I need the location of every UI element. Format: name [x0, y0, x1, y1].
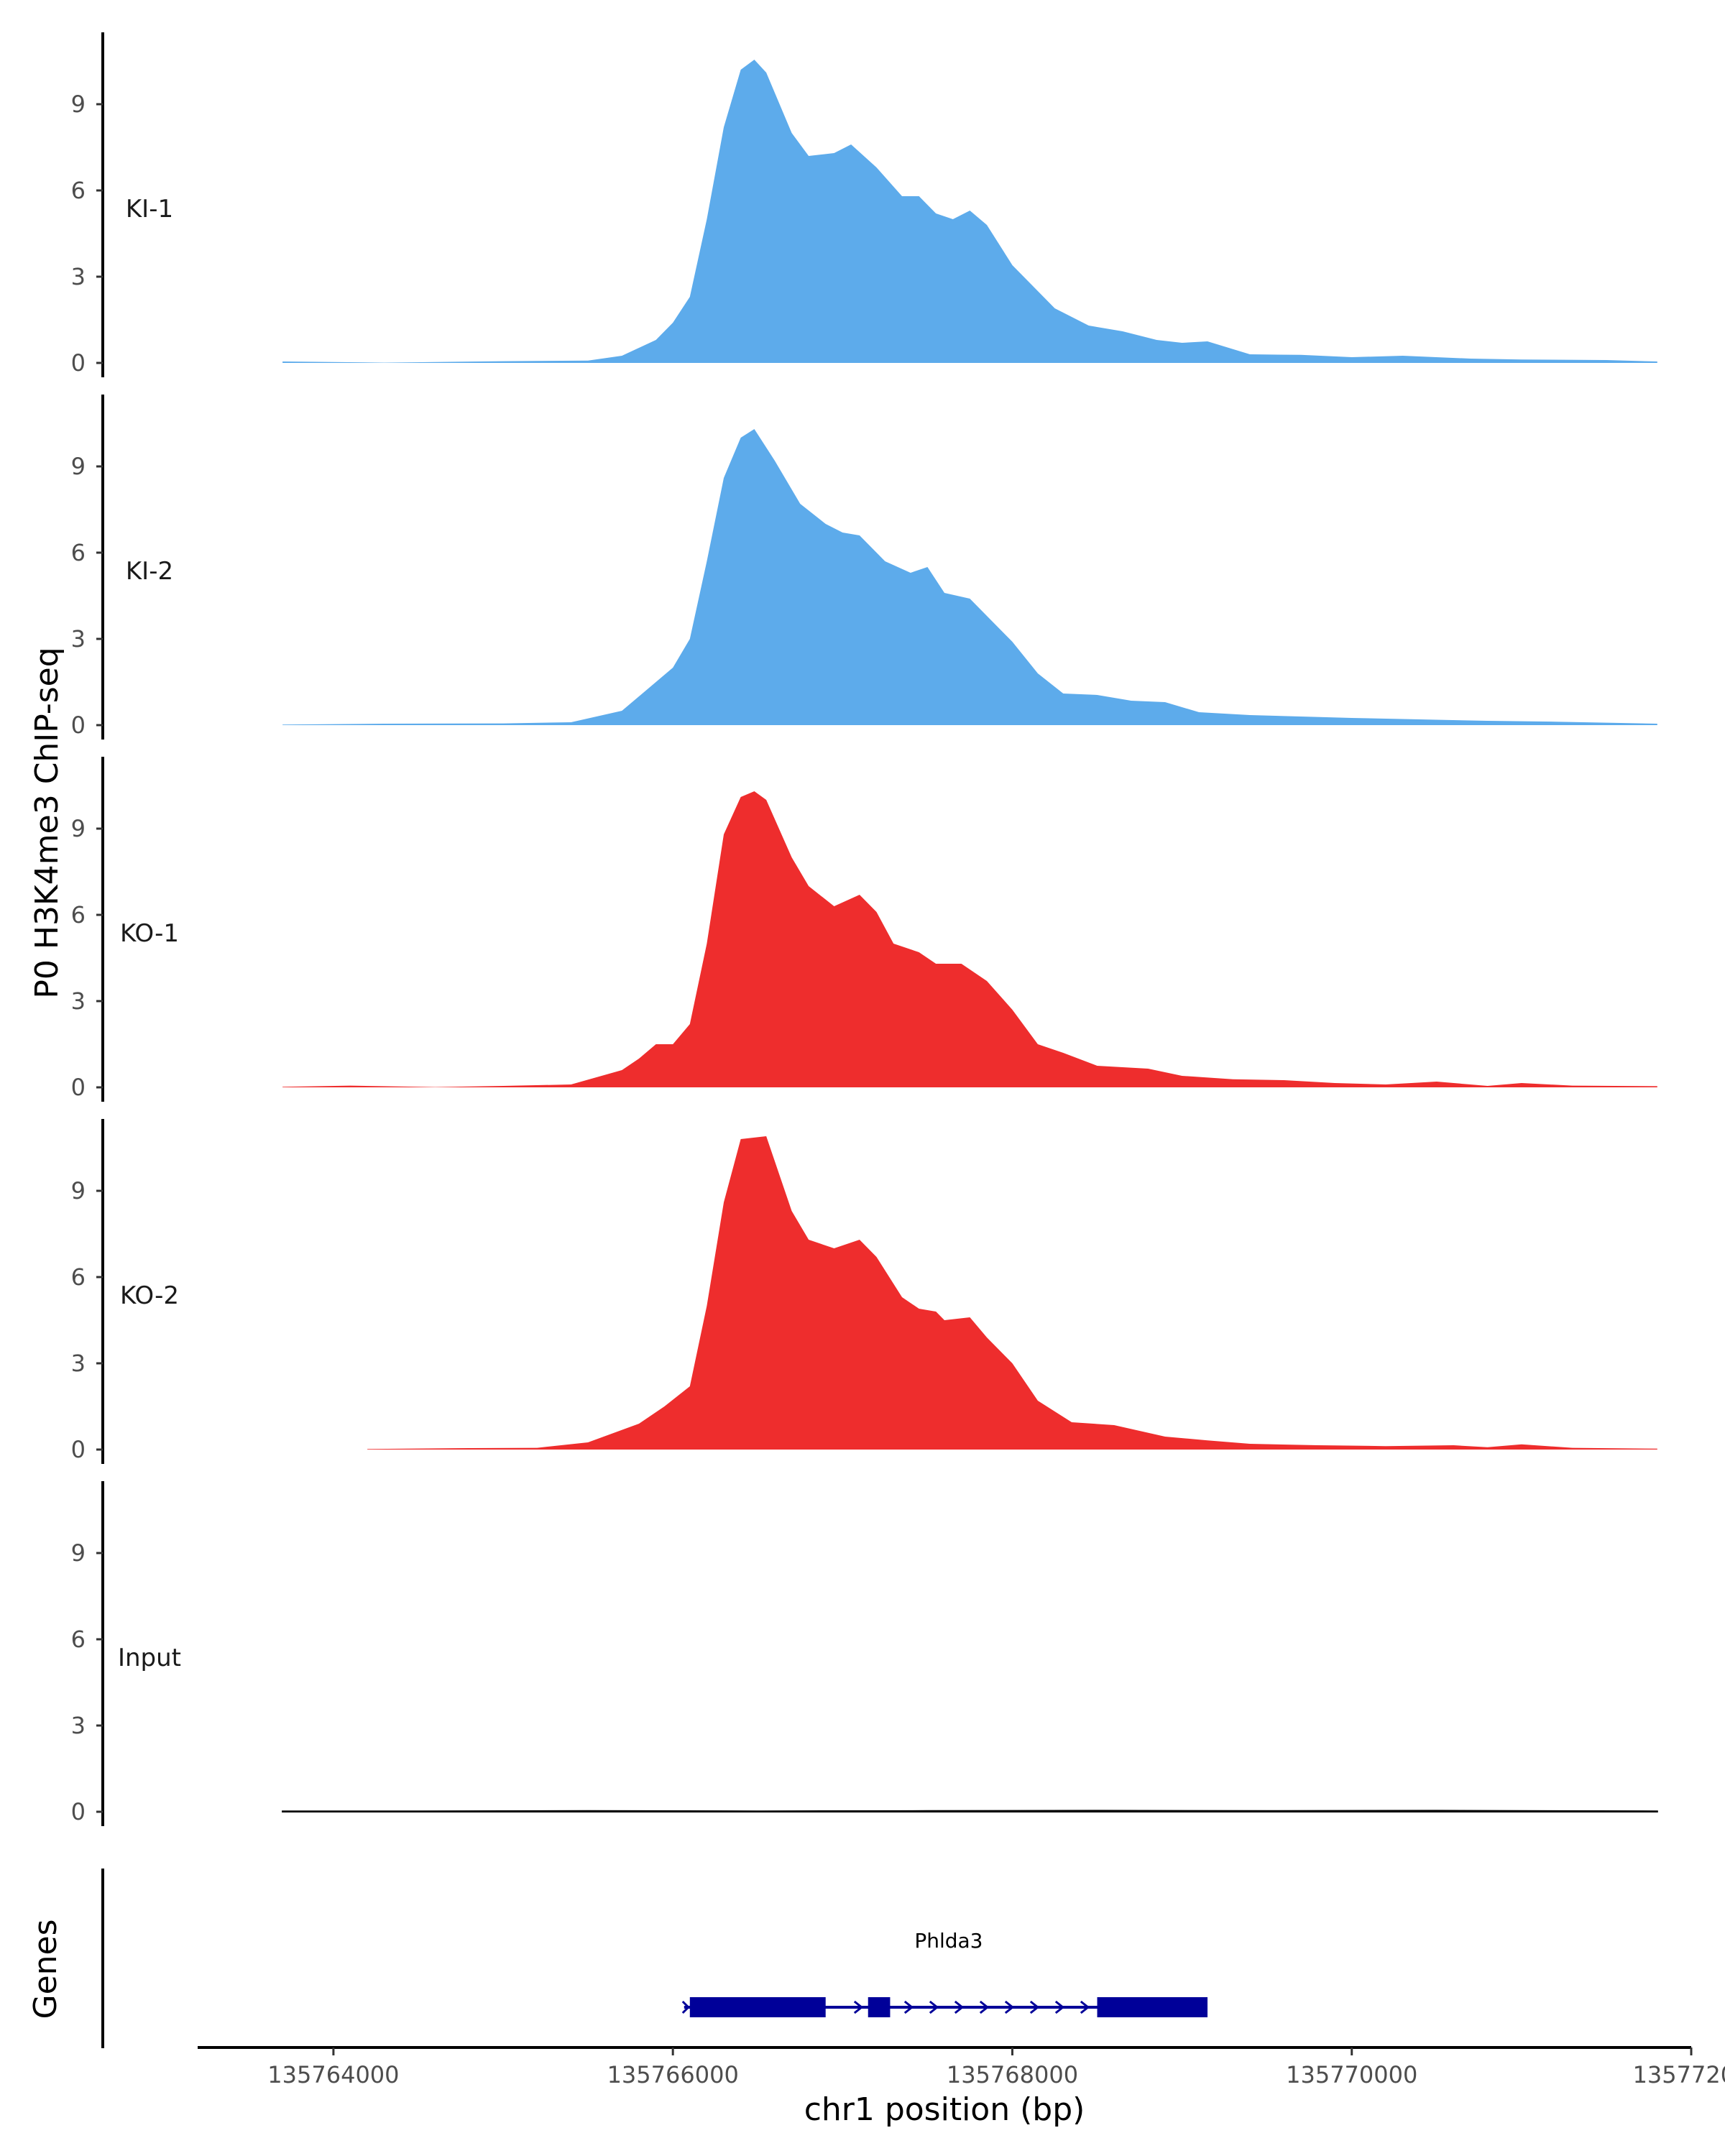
track-label: KO-1 — [120, 919, 179, 948]
y-axis-title: P0 H3K4me3 ChIP-seq — [29, 647, 65, 998]
track-ki-2: 0 3 6 9 KI-2 — [71, 395, 1657, 740]
y-axis-title-group: P0 H3K4me3 ChIP-seq — [29, 647, 65, 998]
x-tick-label: 135768000 — [947, 2061, 1078, 2088]
strand-arrow — [681, 2000, 690, 2014]
x-tick-label: 135770000 — [1286, 2061, 1417, 2088]
y-tick-label: 9 — [71, 91, 86, 118]
x-tick-label: 135764000 — [267, 2061, 399, 2088]
gene-exon — [1097, 1997, 1208, 2017]
track-ko-1: 0 3 6 9 KO-1 — [71, 757, 1657, 1102]
signal-area-input — [282, 1810, 1658, 1812]
strand-arrow — [1080, 2000, 1090, 2014]
genes-track: Genes Phlda3 — [27, 1869, 1208, 2048]
strand-arrow — [1029, 2000, 1040, 2014]
x-axis: chr1 position (bp) 135764000 135766000 135… — [198, 2046, 1725, 2128]
strand-arrow — [903, 2000, 914, 2014]
y-tick-label: 3 — [71, 263, 86, 290]
x-tick-label: 135766000 — [607, 2061, 739, 2088]
y-tick-label: 6 — [71, 1263, 86, 1291]
strand-arrow — [1004, 2000, 1015, 2014]
y-tick-label: 0 — [71, 1798, 86, 1825]
signal-area-ko-2 — [367, 1136, 1657, 1450]
genes-track-label: Genes — [27, 1919, 64, 2019]
track-label: Input — [118, 1644, 181, 1672]
track-label: KI-1 — [126, 195, 173, 224]
y-tick-label: 3 — [71, 987, 86, 1015]
signal-area-ki-2 — [282, 429, 1657, 725]
gene-name-label: Phlda3 — [914, 1929, 983, 1953]
track-input: 0 3 6 9 Input — [71, 1481, 1658, 1826]
y-tick-label: 6 — [71, 177, 86, 204]
gene-exon — [689, 1997, 826, 2017]
y-tick-label: 6 — [71, 539, 86, 566]
y-tick-label: 9 — [71, 815, 86, 842]
y-tick-label: 0 — [71, 349, 86, 377]
y-tick-label: 6 — [71, 901, 86, 929]
y-tick-label: 3 — [71, 625, 86, 653]
signal-area-ko-1 — [282, 791, 1657, 1087]
strand-arrow — [979, 2000, 990, 2014]
y-tick-label: 9 — [71, 453, 86, 480]
track-ki-1: 0 3 6 9 KI-1 — [71, 32, 1657, 377]
x-tick-label: 13577200 — [1633, 2061, 1725, 2088]
signal-area-ki-1 — [282, 60, 1657, 363]
y-tick-label: 3 — [71, 1350, 86, 1377]
strand-arrow — [929, 2000, 939, 2014]
track-ko-2: 0 3 6 9 KO-2 — [71, 1119, 1657, 1464]
y-tick-label: 3 — [71, 1712, 86, 1739]
strand-arrow — [853, 2000, 864, 2014]
track-label: KI-2 — [126, 557, 173, 586]
tracks-layer: 0 3 6 9 KI-1 0 3 6 9 KI-2 0 3 6 9 KO-1 0 3 6 9 KO-2 0 3 6 9 Inpu… — [71, 32, 1658, 1826]
strand-arrow — [954, 2000, 965, 2014]
y-tick-label: 9 — [71, 1539, 86, 1567]
y-tick-label: 0 — [71, 711, 86, 739]
gene-model — [681, 1997, 1208, 2017]
y-tick-label: 0 — [71, 1436, 86, 1463]
y-tick-label: 6 — [71, 1626, 86, 1653]
x-axis-title: chr1 position (bp) — [804, 2091, 1085, 2128]
strand-arrow — [1054, 2000, 1065, 2014]
track-label: KO-2 — [120, 1281, 179, 1310]
y-tick-label: 0 — [71, 1074, 86, 1101]
y-tick-label: 9 — [71, 1177, 86, 1204]
gene-exon — [868, 1997, 891, 2017]
